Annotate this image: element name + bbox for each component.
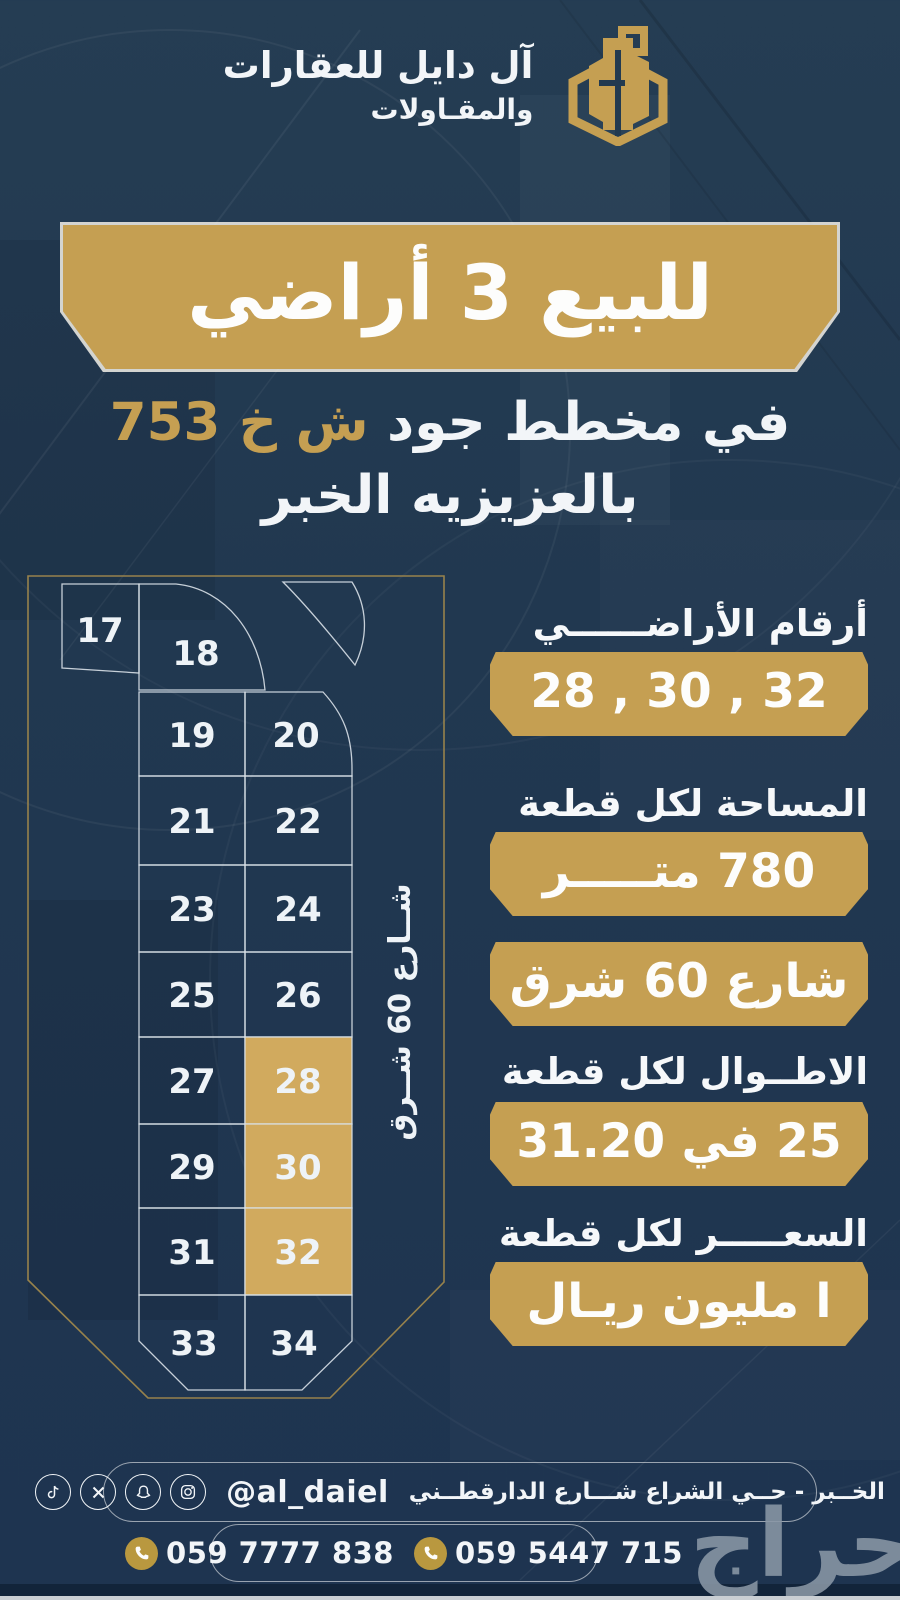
plot-33-label: 33 — [170, 1324, 217, 1364]
bottom-light-strip — [0, 1596, 900, 1600]
area-value: 780 متـــــر — [542, 843, 816, 899]
instagram-icon — [170, 1474, 207, 1510]
plot-34-label: 34 — [270, 1324, 317, 1364]
snapchat-icon — [125, 1474, 162, 1510]
plot-19-label: 19 — [168, 716, 215, 756]
phone-number-2: 059 5447 715 — [455, 1536, 683, 1570]
plot-28-label: 28 — [274, 1062, 321, 1102]
map-border — [27, 575, 445, 1399]
tiktok-icon — [35, 1474, 72, 1510]
plot-26-label: 26 — [274, 976, 321, 1016]
plot-30-label: 30 — [274, 1148, 321, 1188]
phone-icon — [414, 1536, 447, 1570]
subtitle: في مخطط جود ش خ 753 بالعزيزيه الخبر — [0, 386, 900, 532]
brand-name: آل دايل للعقارات والمقـاولات — [223, 43, 534, 126]
banner-title: للبيع 3 أراضي — [187, 247, 713, 337]
address-text: الخــبر - حــي الشراع شـــارع الدارقطــن… — [408, 1479, 885, 1505]
panel-street-value-box: شارع 60 شرق — [490, 942, 868, 1026]
plot-17-label: 17 — [76, 611, 123, 651]
plot-map: 17 18 19 20 21 22 23 24 25 26 27 28 29 3… — [27, 575, 445, 1399]
plot-32 — [244, 1207, 353, 1296]
phone-icon — [125, 1536, 159, 1570]
panel-price-heading: السعـــــر لكل قطعة — [498, 1212, 868, 1255]
panel-plot-numbers-heading: أرقام الأراضــــــي — [532, 602, 868, 645]
plot-32-label: 32 — [274, 1233, 321, 1273]
phone-entry-2: 059 5447 715 — [414, 1536, 683, 1570]
building-icon — [568, 26, 668, 146]
plot-27-label: 27 — [168, 1062, 215, 1102]
plot-34 — [244, 1294, 353, 1391]
title-banner: للبيع 3 أراضي — [60, 222, 840, 372]
brand-line2: والمقـاولات — [370, 92, 534, 126]
panel-plot-numbers-value-box: 28 , 30 , 32 — [490, 652, 868, 736]
plot-20 — [244, 691, 353, 777]
plot-31-label: 31 — [168, 1233, 215, 1273]
plot-18-label: 18 — [172, 634, 219, 674]
subtitle-line1: في مخطط جود ش خ 753 — [0, 386, 900, 459]
panel-dimensions-value-box: 25 في 31.20 — [490, 1102, 868, 1186]
footer-phones-pill: 059 7777 838 059 5447 715 — [125, 1524, 682, 1582]
bottom-dark-bar — [0, 1584, 900, 1596]
footer-address-pill: الخــبر - حــي الشراع شـــارع الدارقطــن… — [35, 1462, 885, 1522]
subtitle-line1-white: في مخطط جود — [387, 392, 791, 453]
phone-number-1: 059 7777 838 — [166, 1536, 394, 1570]
street-label: شــارع 60 شــرق — [383, 883, 418, 1140]
plot-33 — [138, 1294, 246, 1391]
plot-22-label: 22 — [274, 802, 321, 842]
social-handle: @al_daiel — [226, 1474, 389, 1510]
plot-20-label: 20 — [272, 716, 319, 756]
title-banner-fill: للبيع 3 أراضي — [63, 225, 837, 369]
x-icon — [80, 1474, 117, 1510]
plot-23-label: 23 — [168, 890, 215, 930]
panel-area-heading: المساحة لكل قطعة — [518, 782, 868, 825]
subtitle-line2: بالعزيزيه الخبر — [261, 465, 639, 527]
panel-dimensions-heading: الاطــوال لكل قطعة — [501, 1050, 868, 1093]
header: آل دايل للعقارات والمقـاولات — [0, 24, 900, 146]
subtitle-line1-gold: ش خ 753 — [109, 392, 369, 453]
panel-price-value-box: ا مليون ريـال — [490, 1262, 868, 1346]
plot-25-label: 25 — [168, 976, 215, 1016]
price-value: ا مليون ريـال — [526, 1273, 832, 1329]
phone-entry-1: 059 7777 838 — [125, 1536, 394, 1570]
brand-line1: آل دايل للعقارات — [222, 44, 534, 88]
plot-28 — [244, 1036, 353, 1125]
social-icons — [35, 1474, 207, 1510]
plot-24-label: 24 — [274, 890, 321, 930]
plot-29-label: 29 — [168, 1148, 215, 1188]
plot-corner-piece — [281, 581, 366, 667]
plot-numbers-value: 28 , 30 , 32 — [530, 663, 828, 719]
haraj-watermark: حراج — [689, 1490, 900, 1599]
street-value: شارع 60 شرق — [509, 953, 849, 1009]
dimensions-value: 25 في 31.20 — [516, 1113, 842, 1169]
plot-21-label: 21 — [168, 802, 215, 842]
plot-18 — [138, 583, 266, 691]
panel-area-value-box: 780 متـــــر — [490, 832, 868, 916]
